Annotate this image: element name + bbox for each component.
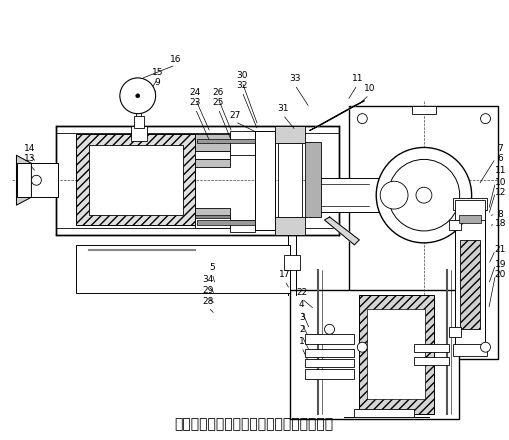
Circle shape (120, 78, 156, 114)
Bar (131, 125, 147, 140)
Bar (455, 200, 485, 220)
Text: 11: 11 (352, 74, 363, 84)
Bar (275, 217, 305, 235)
Bar (412, 106, 436, 114)
Text: 1: 1 (299, 337, 304, 346)
Bar (195, 208, 230, 216)
Bar (278, 143, 302, 217)
Text: 12: 12 (495, 188, 506, 197)
Bar (134, 116, 144, 128)
Bar (453, 198, 487, 210)
Circle shape (480, 342, 491, 352)
Circle shape (357, 342, 367, 352)
Circle shape (480, 114, 491, 124)
Bar (305, 349, 354, 357)
Bar (197, 139, 255, 143)
Text: 6: 6 (498, 154, 503, 163)
Text: 23: 23 (190, 98, 201, 107)
Bar (230, 220, 255, 232)
Text: 22: 22 (296, 288, 307, 297)
Text: 34: 34 (203, 275, 214, 284)
Text: 20: 20 (495, 270, 506, 279)
Circle shape (325, 324, 334, 334)
Text: 24: 24 (190, 88, 201, 97)
Bar (455, 200, 485, 354)
Text: 7: 7 (498, 144, 503, 153)
Text: 4: 4 (299, 300, 304, 309)
Text: 5: 5 (209, 263, 215, 272)
Bar (76, 245, 290, 293)
Bar (195, 216, 230, 228)
Text: 29: 29 (203, 286, 214, 295)
Text: 25: 25 (213, 98, 224, 107)
Text: 15: 15 (152, 69, 163, 77)
Circle shape (388, 159, 460, 231)
Circle shape (136, 94, 140, 98)
Polygon shape (16, 155, 32, 205)
Bar (230, 131, 255, 155)
Text: 19: 19 (495, 260, 506, 269)
Circle shape (357, 114, 367, 124)
Bar (414, 344, 449, 352)
Text: 32: 32 (236, 81, 248, 90)
Circle shape (376, 147, 472, 243)
Text: 3: 3 (299, 313, 304, 322)
Circle shape (416, 187, 432, 203)
Text: 13: 13 (24, 154, 35, 163)
Bar (290, 290, 459, 419)
Bar (318, 178, 437, 212)
Polygon shape (325, 217, 359, 245)
Text: 10: 10 (495, 178, 506, 187)
Bar (76, 134, 195, 225)
Text: 27: 27 (230, 111, 241, 120)
Bar (56, 125, 340, 235)
Bar (460, 240, 479, 329)
Bar (453, 344, 487, 356)
Bar (305, 359, 354, 367)
Text: 31: 31 (277, 104, 289, 113)
Polygon shape (309, 101, 364, 131)
Bar (449, 327, 461, 337)
Bar (359, 294, 434, 414)
Text: 28: 28 (203, 297, 214, 306)
Text: 26: 26 (213, 88, 224, 97)
Text: 16: 16 (170, 55, 181, 63)
Bar (414, 357, 449, 365)
Bar (195, 134, 230, 151)
Text: 14: 14 (24, 144, 35, 153)
Bar (449, 220, 461, 230)
Text: 21: 21 (495, 246, 506, 254)
Bar (459, 215, 480, 223)
Bar (305, 369, 354, 379)
Bar (284, 255, 300, 270)
Text: 10: 10 (363, 84, 375, 93)
Bar (305, 334, 354, 344)
Bar (275, 125, 305, 143)
Bar (367, 309, 425, 399)
Text: 11: 11 (495, 166, 506, 175)
Bar (89, 146, 183, 215)
Text: 18: 18 (495, 220, 506, 228)
Text: 17: 17 (279, 270, 291, 279)
Text: 9: 9 (155, 78, 160, 88)
Text: 图为燃气表电机阀气密性检测装置的俯视图: 图为燃气表电机阀气密性检测装置的俯视图 (175, 417, 333, 431)
Text: 33: 33 (289, 74, 300, 84)
Text: 2: 2 (299, 325, 304, 334)
Bar (197, 220, 255, 225)
Bar (255, 131, 275, 230)
Circle shape (32, 175, 41, 185)
Bar (305, 143, 321, 217)
Bar (195, 159, 230, 167)
Bar (349, 106, 498, 359)
Bar (354, 409, 414, 417)
Bar (16, 163, 58, 197)
Bar (195, 215, 230, 218)
Text: 30: 30 (236, 71, 248, 81)
Bar (195, 151, 230, 159)
Circle shape (380, 181, 408, 209)
Text: 8: 8 (498, 209, 503, 219)
